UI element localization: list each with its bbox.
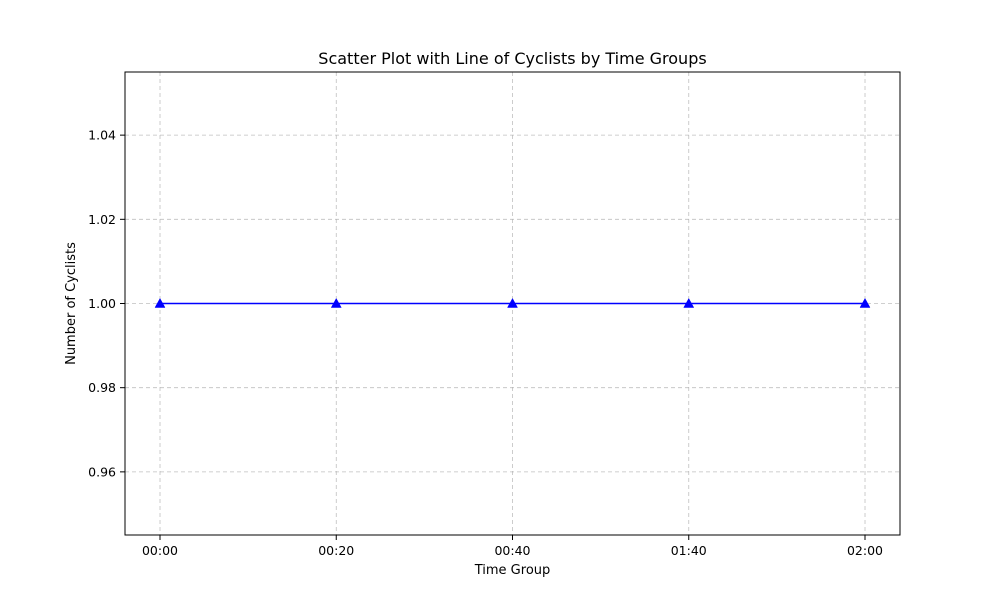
x-tick-label: 00:00 [142, 543, 178, 558]
x-tick-label: 00:20 [318, 543, 354, 558]
x-tick-label: 00:40 [494, 543, 530, 558]
x-tick-label: 02:00 [847, 543, 883, 558]
y-axis-label: Number of Cyclists [64, 242, 79, 365]
y-tick-label: 1.04 [88, 128, 116, 143]
data-point [507, 297, 518, 308]
data-point [859, 297, 871, 308]
data-point [683, 297, 695, 308]
y-axis: 0.96 0.98 1.00 1.02 1.04 [88, 128, 125, 479]
y-tick-label: 0.98 [88, 380, 116, 395]
y-tick-label: 0.96 [88, 464, 116, 479]
y-tick-label: 1.00 [88, 296, 116, 311]
x-axis: 00:00 00:20 00:40 01:40 02:00 [142, 535, 883, 558]
data-point [154, 297, 166, 308]
series-layer [154, 297, 871, 308]
chart-title: Scatter Plot with Line of Cyclists by Ti… [318, 49, 706, 68]
y-tick-label: 1.02 [88, 212, 116, 227]
x-tick-label: 01:40 [671, 543, 707, 558]
data-point [330, 297, 342, 308]
x-axis-label: Time Group [474, 563, 551, 578]
